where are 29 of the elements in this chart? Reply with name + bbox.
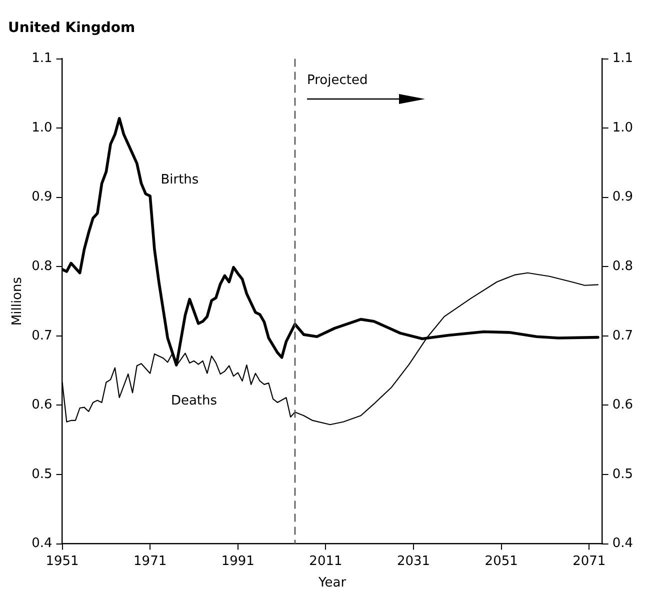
x-tick-label: 2031	[396, 554, 430, 569]
y-tick-label: 0.8	[32, 259, 52, 274]
y2-tick-label: 0.4	[612, 536, 634, 552]
x-tick-label: 1991	[221, 554, 254, 569]
ref-line-label: Projected	[306, 73, 368, 88]
x-tick-label: 2011	[309, 554, 342, 569]
y2-tick-label: 1.1	[612, 51, 634, 66]
y-tick-label: 0.7	[32, 328, 52, 344]
x-axis-title: Year	[318, 576, 347, 591]
y-tick-label: 0.9	[32, 190, 52, 205]
series-label: Births	[160, 172, 199, 188]
y2-tick-label: 0.9	[612, 190, 634, 205]
series-label: Deaths	[170, 393, 218, 408]
chart-title: United Kingdom	[8, 20, 136, 36]
y2-tick-label: 0.6	[612, 398, 634, 413]
y-tick-label: 0.5	[32, 466, 52, 482]
x-tick-label: 1971	[134, 554, 167, 569]
x-tick-label: 1951	[46, 554, 79, 569]
y2-tick-label: 0.5	[612, 466, 634, 482]
y-tick-label: 1.0	[32, 120, 52, 136]
y2-tick-label: 0.7	[612, 328, 634, 344]
x-tick-label: 2051	[484, 554, 518, 569]
y-axis-title: Millions	[10, 276, 26, 326]
x-tick-label: 2071	[572, 554, 606, 569]
y-tick-label: 1.1	[32, 51, 52, 66]
y2-tick-label: 0.8	[612, 259, 634, 274]
y-tick-label: 0.4	[32, 536, 52, 552]
y2-tick-label: 1.0	[612, 120, 634, 136]
y-tick-label: 0.6	[32, 398, 52, 413]
